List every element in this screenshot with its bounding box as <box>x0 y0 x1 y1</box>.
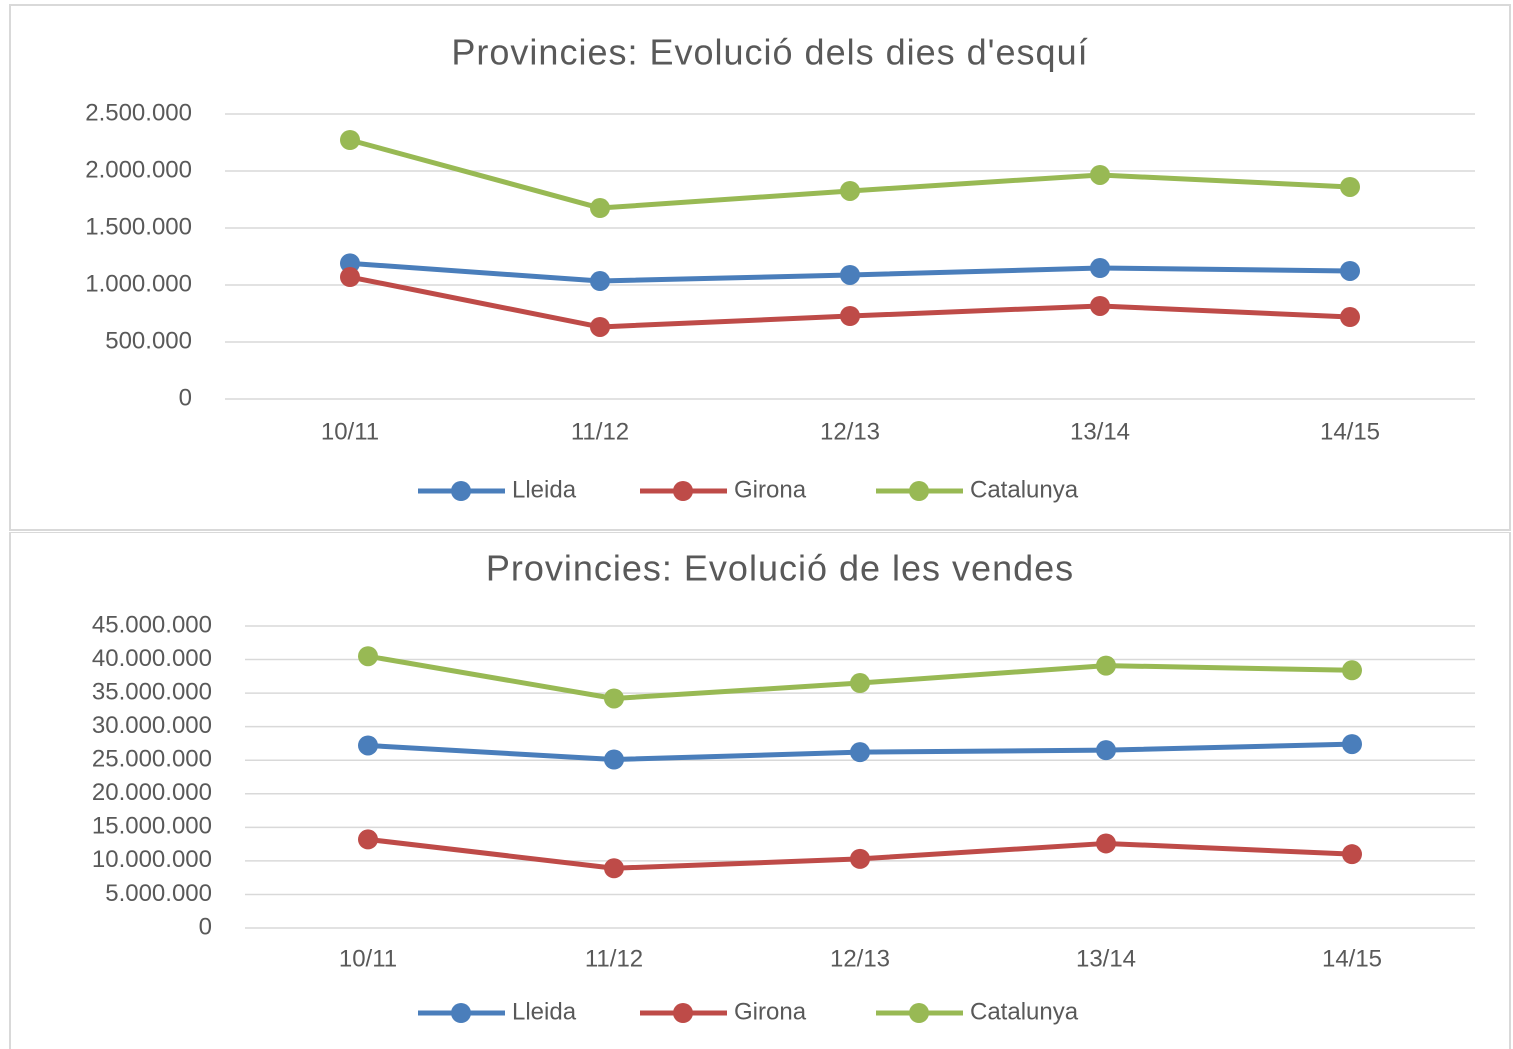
data-point <box>1342 734 1362 755</box>
y-tick-label: 2.000.000 <box>85 156 192 183</box>
data-point <box>1342 844 1362 865</box>
y-tick-label: 15.000.000 <box>92 813 212 840</box>
legend-label: Catalunya <box>970 998 1079 1025</box>
chart-title: Provincies: Evolució dels dies d'esquí <box>451 32 1088 73</box>
y-tick-label: 500.000 <box>105 327 192 354</box>
data-point <box>340 129 360 150</box>
legend-marker <box>451 481 471 501</box>
data-point <box>604 749 624 770</box>
y-tick-label: 35.000.000 <box>92 678 212 705</box>
legend-label: Catalunya <box>970 476 1079 503</box>
y-tick-label: 30.000.000 <box>92 712 212 739</box>
y-tick-label: 45.000.000 <box>92 611 212 638</box>
y-tick-label: 2.500.000 <box>85 99 192 126</box>
legend-label: Girona <box>734 998 807 1025</box>
data-point <box>340 253 360 274</box>
x-tick-label: 12/13 <box>820 418 880 445</box>
legend-marker <box>909 481 929 501</box>
data-point <box>840 180 860 201</box>
data-point <box>840 306 860 327</box>
chart-frame <box>9 532 1511 1049</box>
data-point <box>590 271 610 292</box>
x-tick-label: 14/15 <box>1322 945 1382 972</box>
data-point <box>1342 660 1362 681</box>
data-point <box>590 198 610 219</box>
y-tick-label: 0 <box>199 913 212 940</box>
data-point <box>1340 176 1360 197</box>
x-tick-label: 12/13 <box>830 945 890 972</box>
x-tick-label: 10/11 <box>339 945 397 972</box>
data-point <box>1340 260 1360 281</box>
legend-marker <box>673 481 693 501</box>
data-point <box>1096 655 1116 676</box>
data-point <box>358 735 378 756</box>
y-tick-label: 1.500.000 <box>85 213 192 240</box>
y-tick-label: 0 <box>179 384 192 411</box>
legend-label: Lleida <box>512 998 577 1025</box>
data-point <box>604 858 624 879</box>
y-tick-label: 10.000.000 <box>92 846 212 873</box>
x-tick-label: 14/15 <box>1320 418 1380 445</box>
x-tick-label: 13/14 <box>1076 945 1136 972</box>
legend-label: Lleida <box>512 476 577 503</box>
data-point <box>590 316 610 337</box>
data-point <box>340 267 360 288</box>
y-tick-label: 20.000.000 <box>92 779 212 806</box>
x-tick-label: 11/12 <box>585 945 643 972</box>
data-point <box>850 673 870 694</box>
y-tick-label: 25.000.000 <box>92 746 212 773</box>
data-point <box>1090 258 1110 279</box>
y-tick-label: 40.000.000 <box>92 645 212 672</box>
x-tick-label: 11/12 <box>571 418 629 445</box>
chart: Provincies: Evolució dels dies d'esquí 0 5… <box>9 4 1511 531</box>
data-point <box>1090 295 1110 316</box>
data-point <box>358 829 378 850</box>
data-point <box>1340 307 1360 328</box>
x-tick-label: 13/14 <box>1070 418 1130 445</box>
data-point <box>604 688 624 709</box>
data-point <box>840 264 860 285</box>
data-point <box>1096 740 1116 761</box>
data-point <box>850 848 870 869</box>
data-point <box>850 742 870 763</box>
chart-frame <box>9 4 1511 531</box>
data-point <box>1096 833 1116 854</box>
x-tick-label: 10/11 <box>321 418 379 445</box>
legend-label: Girona <box>734 476 807 503</box>
legend-marker <box>909 1003 929 1023</box>
data-point <box>358 646 378 667</box>
chart: Provincies: Evolució de les vendes 0 5.000… <box>9 532 1511 1049</box>
y-tick-label: 5.000.000 <box>105 880 212 907</box>
chart-title: Provincies: Evolució de les vendes <box>486 548 1074 589</box>
legend-marker <box>451 1003 471 1023</box>
data-point <box>1090 164 1110 185</box>
y-tick-label: 1.000.000 <box>85 270 192 297</box>
legend-marker <box>673 1003 693 1023</box>
